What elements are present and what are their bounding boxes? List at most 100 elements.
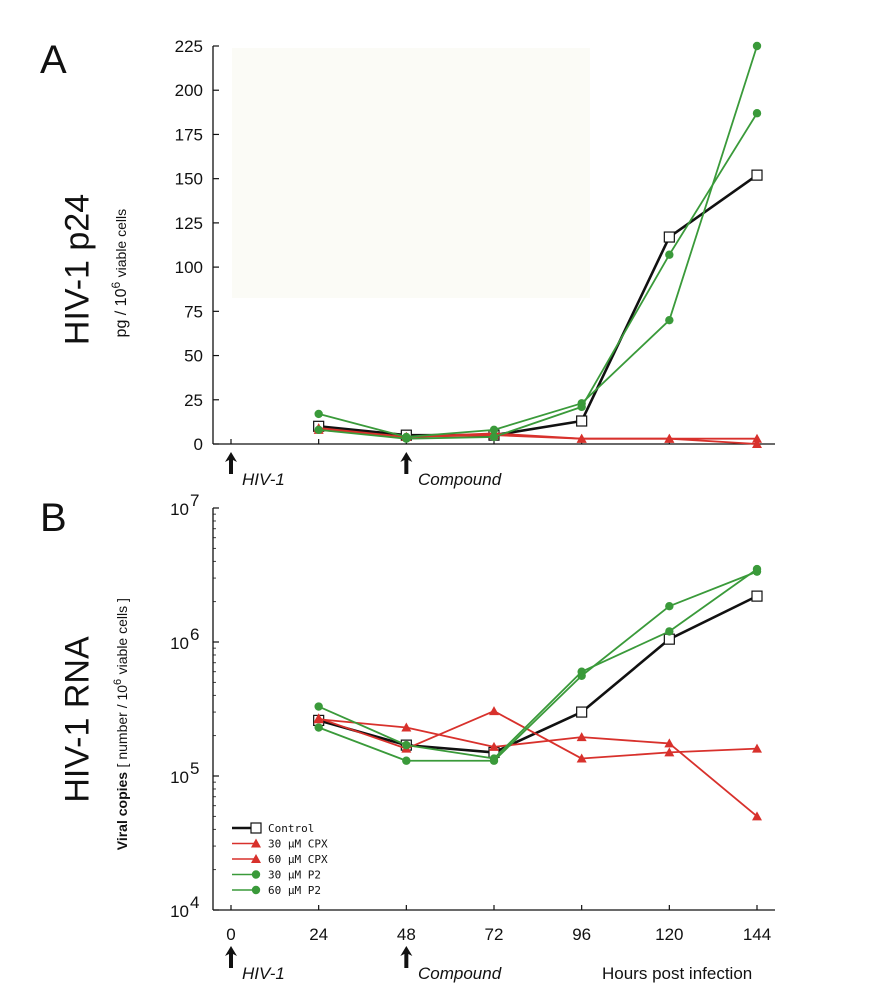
panel-b-ytick-exp-0: 4 (190, 893, 199, 912)
panel-b-point-4-2 (489, 754, 499, 763)
panel-b-series-line-2 (318, 710, 758, 760)
panel-a-letter: A (40, 38, 67, 82)
panel-a-series-4 (314, 109, 762, 443)
panel-b-xtick-label-1: 24 (309, 925, 328, 944)
panel-b-point-2-2 (489, 706, 499, 716)
panel-a-point-4-1 (402, 434, 411, 443)
panel-b-ytick-label-3: 10 (170, 500, 189, 519)
panel-a-infection-label: HIV-1 (242, 470, 285, 489)
legend-label-1: 30 µM CPX (268, 838, 328, 851)
panel-b-point-0-5 (751, 590, 763, 602)
legend: Control 30 µM CPX 60 µM CPX 30 µM P2 60 µM P… (232, 822, 328, 897)
panel-b-point-3-0 (314, 723, 323, 732)
panel-a-ytick-label-8: 200 (175, 81, 203, 100)
panel-a-ytick-label-3: 75 (184, 302, 203, 321)
legend-label-2: 60 µM CPX (268, 853, 328, 866)
panel-b-point-4-1 (402, 740, 411, 750)
panel-b-infection-label: HIV-1 (242, 964, 285, 983)
panel-b-point-4-3 (577, 667, 586, 676)
panel-b-point-0-3 (576, 706, 588, 718)
panel-a-point-0-5 (751, 169, 763, 181)
panel-b-series-line-4 (318, 568, 758, 760)
panel-b-xtick-label-4: 96 (572, 925, 591, 944)
panel-b-ytick-exp-1: 5 (190, 759, 199, 778)
panel-a-ytick-label-7: 175 (175, 125, 203, 144)
panel-a-ytick-label-5: 125 (175, 214, 203, 233)
legend-marker-4 (251, 885, 261, 895)
legend-marker-3 (251, 870, 261, 879)
panel-a-point-3-5 (752, 41, 762, 51)
panel-b-series-0 (313, 590, 763, 759)
panel-a-ytick-label-0: 0 (194, 435, 203, 454)
panel-a-point-0-3 (576, 415, 588, 427)
panel-a-series-line-4 (318, 112, 758, 440)
panel-b-point-4-5 (752, 564, 762, 574)
panel-a-background (232, 48, 590, 298)
panel-a-ytick-label-9: 225 (175, 37, 203, 56)
panel-b-series-line-3 (318, 570, 758, 762)
panel-b-point-4-4 (665, 627, 674, 636)
panel-b-point-1-3 (576, 732, 587, 742)
panel-b-ytick-label-0: 10 (170, 902, 189, 921)
legend-marker-2 (251, 854, 261, 863)
panel-b-ytick-label-2: 10 (170, 634, 189, 653)
panel-a-point-4-2 (489, 432, 499, 442)
panel-b-compound-label: Compound (418, 964, 502, 983)
panel-a-ytick-label-6: 150 (175, 170, 203, 189)
panel-b-xtick-label-5: 120 (655, 925, 683, 944)
panel-b-series-4 (314, 564, 762, 763)
panel-b-point-1-2 (489, 741, 499, 751)
panel-a-point-4-5 (752, 109, 762, 118)
panel-a-point-1-5 (752, 433, 762, 443)
panel-a-point-2-4 (664, 433, 675, 443)
panel-a-point-4-0 (314, 425, 323, 435)
panel-b-xtick-label-0: 0 (226, 925, 235, 944)
panel-a-point-3-4 (665, 315, 674, 325)
panel-b-point-2-0 (313, 713, 324, 723)
panel-b-ytick-exp-2: 6 (190, 625, 199, 644)
panel-a-compound-label: Compound (418, 470, 502, 489)
panel-b-point-4-0 (314, 702, 323, 711)
panel-a-compound-arrow (400, 452, 413, 474)
panel-a-point-3-0 (314, 409, 323, 419)
panel-b-series-line-0 (318, 594, 758, 754)
x-axis-title: Hours post infection (602, 964, 753, 983)
panel-b-point-1-1 (401, 722, 412, 732)
panel-a-point-2-3 (576, 433, 587, 443)
panel-b-xtick-label-6: 144 (743, 925, 771, 944)
panel-a-point-3-2 (489, 425, 499, 435)
legend-label-0: Control (268, 822, 314, 835)
panel-b-point-3-4 (665, 601, 674, 611)
panel-b-series-line-1 (318, 718, 758, 818)
panel-b-ytick-exp-3: 7 (190, 491, 199, 510)
panel-b-xtick-label-3: 72 (485, 925, 504, 944)
panel-b-point-1-4 (664, 738, 675, 748)
panel-b-ytick-label-1: 10 (170, 768, 189, 787)
panel-b-point-3-1 (402, 756, 411, 765)
panel-a-point-2-5 (752, 439, 762, 448)
legend-marker-1 (251, 838, 261, 848)
panel-b-point-1-5 (752, 811, 762, 821)
panel-b-series-1 (313, 714, 762, 821)
panel-b-letter: B (40, 496, 67, 540)
panel-a-ytick-label-4: 100 (175, 258, 203, 277)
panel-b-point-2-4 (664, 747, 675, 757)
panel-b-infection-arrow (225, 946, 237, 968)
panel-a-series-line-2 (318, 428, 758, 445)
panel-b-compound-arrow (400, 946, 413, 968)
panel-a-infection-arrow (225, 452, 237, 474)
panel-b-point-2-3 (576, 753, 587, 763)
panel-a-ytick-label-2: 50 (184, 347, 203, 366)
panel-b-xtick-label-2: 48 (397, 925, 416, 944)
panel-b-point-0-4 (663, 633, 675, 645)
panel-a-point-4-4 (665, 250, 674, 259)
panel-a-point-4-3 (577, 402, 586, 412)
legend-label-4: 60 µM P2 (268, 884, 321, 897)
panel-a-series-line-3 (318, 45, 758, 438)
legend-label-3: 30 µM P2 (268, 869, 321, 882)
legend-marker-0 (250, 822, 262, 834)
panel-a-point-0-4 (663, 231, 675, 243)
panel-b-point-2-5 (752, 743, 762, 753)
panel-a-ytick-label-1: 25 (184, 391, 203, 410)
